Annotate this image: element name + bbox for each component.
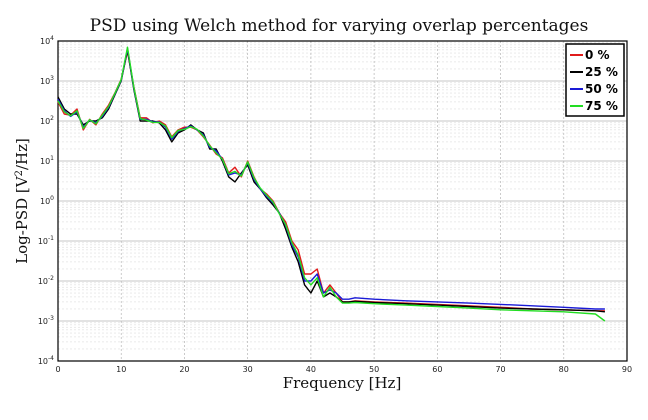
y-tick-label: 102: [40, 115, 54, 126]
y-axis-label-sup: 2: [14, 170, 25, 176]
x-tick-label: 80: [559, 365, 569, 374]
y-tick-label: 10-1: [38, 235, 54, 246]
x-tick-label: 10: [116, 365, 126, 374]
legend-entry: 25 %: [585, 65, 618, 79]
x-tick-label: 50: [369, 365, 379, 374]
legend: 0 % 25 % 50 % 75 %: [565, 43, 625, 117]
y-tick-label: 104: [40, 35, 54, 46]
legend-entry: 75 %: [585, 99, 618, 113]
x-tick-label: 90: [622, 365, 632, 374]
axis-ticks: 0 10 20 30 40 50 60 70 80 90 10-4 10-3 10-2 10-1 100 10…: [38, 35, 632, 374]
grid: [57, 40, 628, 362]
legend-entry: 0 %: [585, 48, 610, 62]
series-line: [57, 47, 605, 310]
plot-frame: [57, 40, 628, 362]
legend-entry: 50 %: [585, 82, 618, 96]
chart-title: PSD using Welch method for varying overl…: [90, 16, 589, 36]
y-axis-label-tail: /Hz]: [13, 138, 31, 170]
y-tick-label: 10-2: [38, 275, 54, 286]
x-tick-label: 30: [243, 365, 253, 374]
x-tick-label: 40: [306, 365, 316, 374]
x-tick-label: 60: [432, 365, 442, 374]
series-line: [57, 50, 605, 312]
series-line: [57, 46, 606, 322]
y-axis-label-main: Log-PSD [V: [13, 175, 31, 264]
y-tick-label: 100: [40, 195, 54, 206]
y-tick-label: 10-3: [38, 315, 54, 326]
x-tick-label: 0: [55, 365, 60, 374]
y-tick-label: 10-4: [38, 355, 54, 366]
series-line: [57, 49, 605, 313]
x-axis-label: Frequency [Hz]: [283, 374, 402, 392]
y-tick-label: 103: [40, 75, 54, 86]
x-tick-label: 20: [179, 365, 189, 374]
x-tick-label: 70: [495, 365, 505, 374]
series-lines: [57, 46, 606, 322]
y-axis-label: Log-PSD [V2/Hz]: [13, 138, 31, 264]
y-tick-label: 101: [40, 155, 54, 166]
